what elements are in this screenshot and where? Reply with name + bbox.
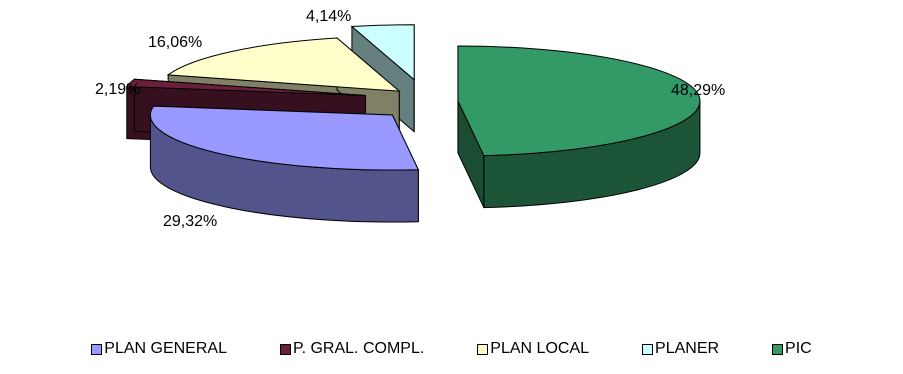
legend-label-planer: PLANER xyxy=(655,340,720,357)
legend-swatch-pic xyxy=(772,343,784,355)
legend-swatch-p-gral-compl xyxy=(279,343,291,355)
legend-item-planer: PLANER xyxy=(642,340,719,358)
pie-chart xyxy=(125,24,701,223)
legend-label-plan-general: PLAN GENERAL xyxy=(104,340,227,357)
legend-item-plan-local: PLAN LOCAL xyxy=(477,340,589,358)
legend-swatch-planer xyxy=(642,343,654,355)
legend-item-p-gral-compl: P. GRAL. COMPL. xyxy=(279,340,425,358)
slice-label-planer: 4,14% xyxy=(306,8,352,25)
slice-label-plan-local: 16,06% xyxy=(148,34,203,51)
pie-slice-pic xyxy=(457,45,701,209)
slice-label-plan-general: 29,32% xyxy=(163,213,218,230)
legend-item-plan-general: PLAN GENERAL xyxy=(91,340,227,358)
legend-label-pic: PIC xyxy=(785,340,812,357)
legend-label-plan-local: PLAN LOCAL xyxy=(490,340,590,357)
legend-swatch-plan-general xyxy=(91,343,103,355)
slice-label-pic: 48,29% xyxy=(671,82,726,99)
slice-label-p-gral-compl: 2,19% xyxy=(95,81,141,98)
legend-item-pic: PIC xyxy=(772,340,812,358)
legend-label-p-gral-compl: P. GRAL. COMPL. xyxy=(292,340,425,357)
legend-swatch-plan-local xyxy=(477,343,489,355)
legend: PLAN GENERAL P. GRAL. COMPL. PLAN LOCAL … xyxy=(0,340,903,358)
pie-slice-plan-general xyxy=(149,105,420,223)
